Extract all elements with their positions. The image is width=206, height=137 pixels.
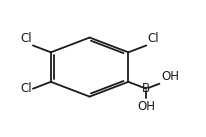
Text: Cl: Cl [147, 32, 159, 45]
Text: OH: OH [137, 100, 155, 113]
Text: OH: OH [162, 70, 180, 83]
Text: Cl: Cl [21, 82, 32, 95]
Text: B: B [142, 82, 150, 95]
Text: Cl: Cl [21, 32, 32, 45]
